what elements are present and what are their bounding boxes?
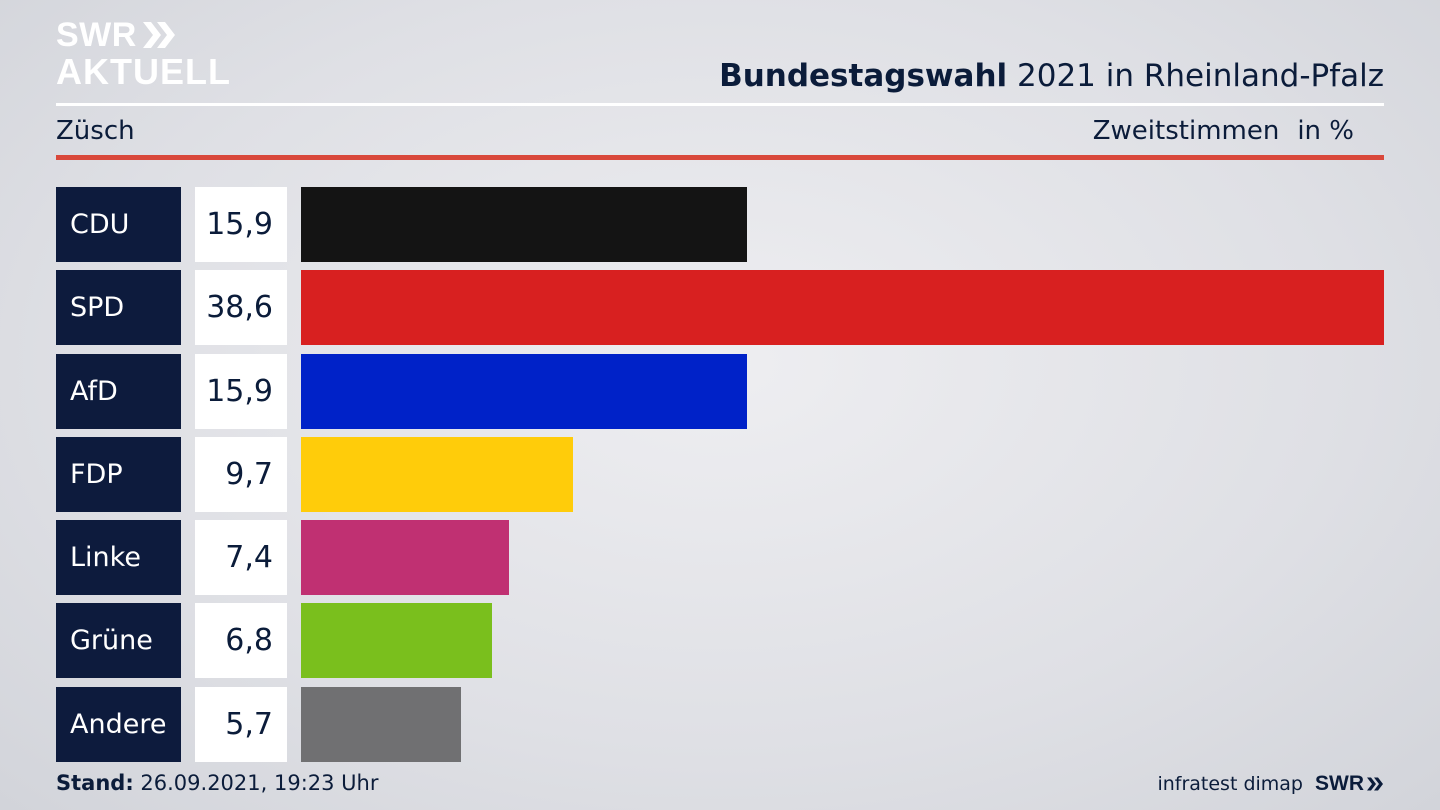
measure-label: Zweitstimmen in % [1093,116,1354,146]
source-credit: infratest dimap SWR [1157,772,1384,796]
bar [301,603,492,679]
accent-divider [56,155,1384,160]
bar-row: AfD 15,9 [56,353,1384,429]
bar [301,270,1384,346]
timestamp-label: Stand: [56,771,134,795]
bar-row: CDU 15,9 [56,187,1384,262]
value-label: 9,7 [195,436,287,512]
header-divider [56,103,1384,106]
bar [301,520,509,596]
region-label: Züsch [56,116,135,146]
measure-unit: in % [1297,116,1354,146]
bar-row: Linke 7,4 [56,520,1384,596]
bar-row: SPD 38,6 [56,270,1384,346]
value-label: 38,6 [195,270,287,346]
logo-aktuell-text: AKTUELL [56,51,231,92]
timestamp-value: 26.09.2021, 19:23 Uhr [133,771,379,795]
party-label: AfD [56,353,181,429]
bar-row: FDP 9,7 [56,436,1384,512]
bar [301,436,573,512]
value-label: 5,7 [195,686,287,762]
chart-title-bold: Bundestagswahl [719,58,1008,94]
swr-aktuell-logo: SWR AKTUELL [56,18,231,90]
party-label: SPD [56,270,181,346]
value-label: 15,9 [195,353,287,429]
measure-name: Zweitstimmen [1092,116,1280,146]
chart-title-rest: 2021 in Rheinland-Pfalz [1007,58,1384,94]
bar-row: Andere 5,7 [56,686,1384,762]
bar [301,353,747,429]
chart-title: Bundestagswahl 2021 in Rheinland-Pfalz [719,58,1384,94]
bar [301,686,461,762]
source-name: infratest dimap [1157,773,1303,795]
swr-brand-text: SWR [1315,772,1364,795]
party-label: CDU [56,187,181,262]
logo-swr-text: SWR [56,16,137,54]
double-chevron-icon [1367,777,1383,791]
party-label: FDP [56,436,181,512]
bar [301,187,747,262]
party-label: Grüne [56,603,181,679]
party-label: Linke [56,520,181,596]
value-label: 7,4 [195,520,287,596]
double-chevron-icon [142,22,175,48]
bar-row: Grüne 6,8 [56,603,1384,679]
bar-chart: CDU 15,9 SPD 38,6 AfD 15,9 FDP 9,7 Linke 7,4 Grüne… [56,187,1384,770]
value-label: 15,9 [195,187,287,262]
timestamp: Stand: 26.09.2021, 19:23 Uhr [56,771,379,795]
value-label: 6,8 [195,603,287,679]
party-label: Andere [56,686,181,762]
